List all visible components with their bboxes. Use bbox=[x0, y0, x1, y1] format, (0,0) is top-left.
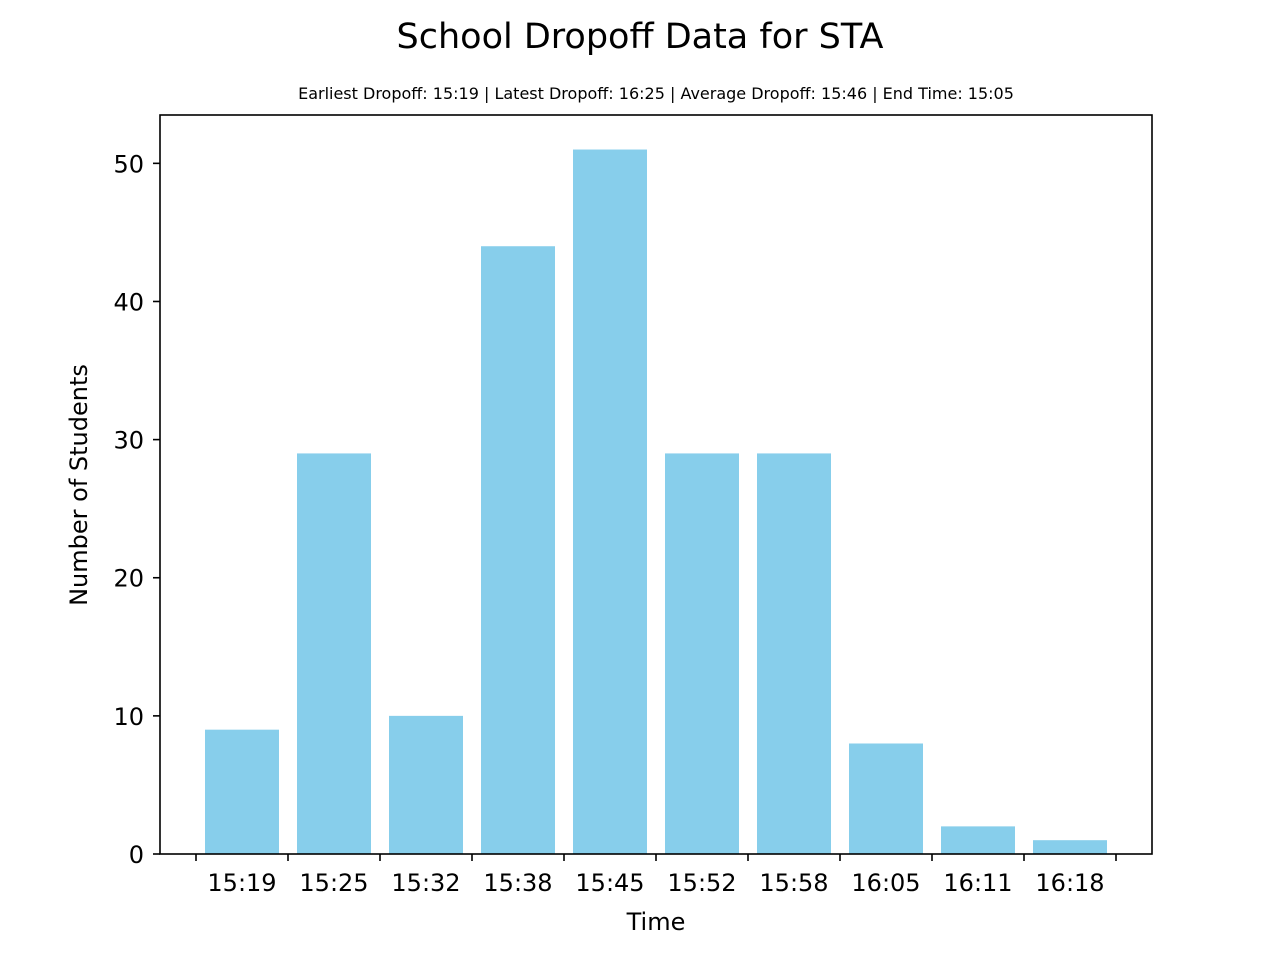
x-tick-label: 15:45 bbox=[575, 869, 644, 897]
plot-frame bbox=[159, 114, 1153, 855]
bar-1618 bbox=[1033, 840, 1107, 854]
bar-1545 bbox=[573, 149, 647, 854]
bar-1519 bbox=[205, 729, 279, 854]
y-tick-label: 30 bbox=[113, 427, 144, 455]
bar-1611 bbox=[941, 826, 1015, 854]
bar-1525 bbox=[297, 453, 371, 854]
bar-1558 bbox=[757, 453, 831, 854]
bar-1605 bbox=[849, 743, 923, 854]
y-axis-ticks: 0 10 20 30 40 50 bbox=[113, 150, 160, 869]
x-tick-label: 15:25 bbox=[299, 869, 368, 897]
x-tick-label: 15:32 bbox=[391, 869, 460, 897]
x-tick-label: 15:52 bbox=[667, 869, 736, 897]
bar-1538 bbox=[481, 246, 555, 854]
x-tick-label: 16:11 bbox=[943, 869, 1012, 897]
bars-group bbox=[205, 149, 1107, 854]
x-axis-ticks: 15:19 15:25 15:32 15:38 15:45 15:52 15:58 16:05… bbox=[195, 854, 1117, 897]
x-tick-label: 15:19 bbox=[207, 869, 276, 897]
y-axis-label: Number of Students bbox=[65, 364, 93, 606]
x-tick-label: 16:05 bbox=[851, 869, 920, 897]
bar-1552 bbox=[665, 453, 739, 854]
y-tick-label: 0 bbox=[129, 841, 144, 869]
x-tick-label: 16:18 bbox=[1035, 869, 1104, 897]
chart-title: School Dropoff Data for STA bbox=[397, 17, 884, 57]
bar-1532 bbox=[389, 715, 463, 854]
y-tick-label: 40 bbox=[113, 288, 144, 316]
y-tick-label: 50 bbox=[113, 150, 144, 178]
x-tick-label: 15:38 bbox=[483, 869, 552, 897]
x-axis-label: Time bbox=[626, 908, 686, 936]
x-tick-label: 15:58 bbox=[759, 869, 828, 897]
y-tick-label: 10 bbox=[113, 703, 144, 731]
y-tick-label: 20 bbox=[113, 565, 144, 593]
chart-subtitle: Earliest Dropoff: 15:19 | Latest Dropoff… bbox=[298, 84, 1014, 103]
